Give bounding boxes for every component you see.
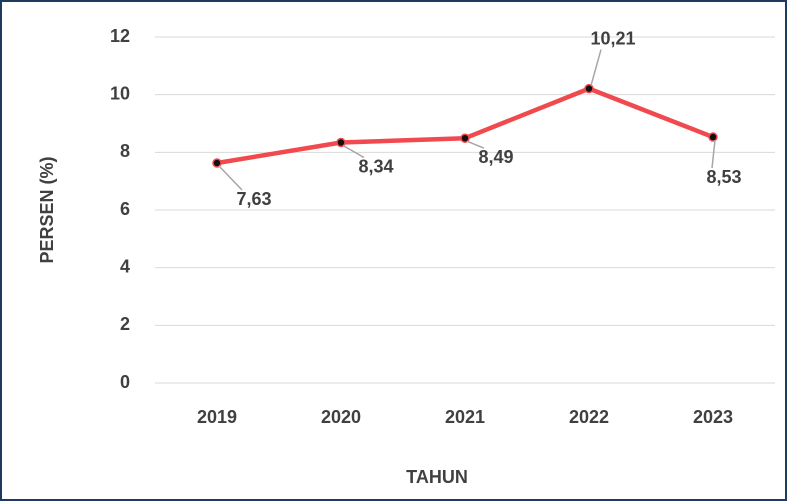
y-tick-label: 4 <box>120 256 130 276</box>
leader-line <box>590 49 602 86</box>
x-tick-label: 2020 <box>321 407 361 427</box>
data-point <box>336 137 346 148</box>
data-label: 8,49 <box>478 147 513 167</box>
y-tick-label: 8 <box>120 141 130 161</box>
data-point <box>212 158 222 168</box>
data-label: 8,34 <box>358 156 393 176</box>
leader-line <box>342 144 365 159</box>
y-axis-label: PERSEN (%) <box>37 156 57 263</box>
y-tick-label: 12 <box>110 26 130 46</box>
x-tick-label: 2021 <box>445 407 485 427</box>
x-axis-label: TAHUN <box>406 467 468 487</box>
data-point <box>460 133 470 143</box>
data-point <box>584 83 594 94</box>
y-tick-label: 10 <box>110 83 130 103</box>
x-tick-label: 2019 <box>197 407 237 427</box>
x-tick-label: 2023 <box>693 407 733 427</box>
y-tick-label: 0 <box>120 372 130 392</box>
leader-line <box>218 165 243 191</box>
data-label: 10,21 <box>590 28 635 48</box>
data-label: 8,53 <box>706 167 741 187</box>
data-label: 7,63 <box>236 189 271 209</box>
x-tick-label: 2022 <box>569 407 609 427</box>
y-tick-label: 6 <box>120 199 130 219</box>
leader-line <box>466 140 485 149</box>
y-tick-label: 2 <box>120 314 130 334</box>
data-point <box>708 132 718 142</box>
leader-line <box>711 139 716 169</box>
